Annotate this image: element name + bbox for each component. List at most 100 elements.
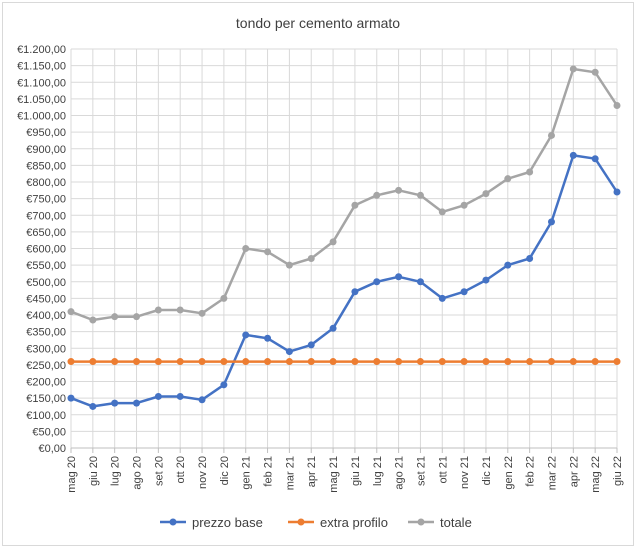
data-point <box>569 358 577 366</box>
data-point <box>569 65 577 73</box>
data-point <box>373 191 381 199</box>
data-point <box>264 334 272 342</box>
data-point <box>89 316 97 324</box>
data-point <box>591 358 599 366</box>
data-point <box>547 218 555 226</box>
data-point <box>416 278 424 286</box>
x-tick-label: apr 22 <box>568 456 580 487</box>
legend-item: prezzo base <box>160 515 263 530</box>
x-tick-label: nov 20 <box>197 456 209 489</box>
series-line <box>70 67 619 322</box>
data-point <box>373 358 381 366</box>
x-tick-label: gen 22 <box>503 456 515 490</box>
y-tick-label: €0,00 <box>38 443 66 455</box>
legend-swatch-marker <box>169 518 177 526</box>
data-point <box>89 358 97 366</box>
data-point <box>154 306 162 314</box>
data-point <box>285 261 293 269</box>
data-point <box>307 358 315 366</box>
data-point <box>198 358 206 366</box>
data-point <box>351 358 359 366</box>
chart-frame <box>2 2 634 546</box>
y-tick-label: €1.200,00 <box>17 44 66 56</box>
data-point <box>613 188 621 196</box>
data-point <box>460 288 468 296</box>
data-point <box>482 276 490 284</box>
y-tick-label: €1.100,00 <box>17 77 66 89</box>
y-tick-label: €400,00 <box>26 310 66 322</box>
data-point <box>416 191 424 199</box>
x-tick-label: ott 21 <box>437 456 449 484</box>
y-tick-label: €1.150,00 <box>17 61 66 73</box>
legend-swatch-marker <box>297 518 305 526</box>
data-point <box>438 294 446 302</box>
x-tick-label: apr 21 <box>306 456 318 487</box>
data-point <box>329 238 337 246</box>
data-point <box>526 168 534 176</box>
legend: prezzo base extra profilo totale <box>160 515 472 530</box>
y-tick-label: €900,00 <box>26 144 66 156</box>
x-tick-label: mar 21 <box>284 456 296 490</box>
legend-item: totale <box>408 515 472 530</box>
x-tick-label: set 20 <box>153 456 165 486</box>
data-point <box>154 392 162 400</box>
x-tick-label: set 21 <box>415 456 427 486</box>
data-point <box>264 248 272 256</box>
data-point <box>373 278 381 286</box>
data-point <box>220 294 228 302</box>
y-tick-label: €650,00 <box>26 227 66 239</box>
data-point <box>307 341 315 349</box>
data-point <box>329 358 337 366</box>
data-point <box>395 186 403 194</box>
x-tick-label: ago 20 <box>132 456 144 490</box>
data-point <box>591 155 599 163</box>
data-point <box>438 358 446 366</box>
data-point <box>111 358 119 366</box>
x-tick-label: giu 20 <box>88 456 100 486</box>
y-tick-label: €600,00 <box>26 244 66 256</box>
series-prezzo-base <box>67 151 621 410</box>
legend-label: prezzo base <box>192 515 263 530</box>
data-point <box>307 254 315 262</box>
data-point <box>242 245 250 252</box>
series-totale <box>67 65 621 324</box>
series-extra-profilo <box>67 358 621 366</box>
legend-item: extra profilo <box>288 515 388 530</box>
x-tick-label: mar 22 <box>546 456 558 490</box>
data-point <box>438 208 446 216</box>
y-tick-label: €150,00 <box>26 393 66 405</box>
data-point <box>416 358 424 366</box>
data-point <box>67 358 75 366</box>
chart-title: tondo per cemento armato <box>236 15 400 31</box>
data-point <box>176 358 184 366</box>
data-point <box>351 288 359 296</box>
data-point <box>133 313 141 321</box>
data-point <box>111 399 119 407</box>
x-tick-label: giu 21 <box>350 456 362 486</box>
x-tick-label: gen 21 <box>241 456 253 490</box>
data-point <box>395 273 403 281</box>
y-tick-label: €1.000,00 <box>17 111 66 123</box>
x-tick-label: dic 21 <box>481 456 493 485</box>
x-tick-label: dic 20 <box>219 456 231 485</box>
x-tick-label: lug 20 <box>110 456 122 486</box>
data-point <box>176 306 184 314</box>
x-tick-label: mag 22 <box>590 456 602 493</box>
data-point <box>460 358 468 366</box>
y-tick-label: €700,00 <box>26 210 66 222</box>
data-point <box>504 358 512 366</box>
data-point <box>133 358 141 366</box>
x-tick-label: lug 21 <box>372 456 384 486</box>
y-tick-label: €1.050,00 <box>17 94 66 106</box>
series-lines <box>67 65 621 410</box>
data-point <box>395 358 403 366</box>
data-point <box>460 201 468 209</box>
data-point <box>482 358 490 366</box>
data-point <box>242 358 250 366</box>
y-tick-label: €450,00 <box>26 293 66 305</box>
data-point <box>89 402 97 410</box>
data-point <box>285 358 293 366</box>
data-point <box>569 151 577 159</box>
data-point <box>591 68 599 76</box>
